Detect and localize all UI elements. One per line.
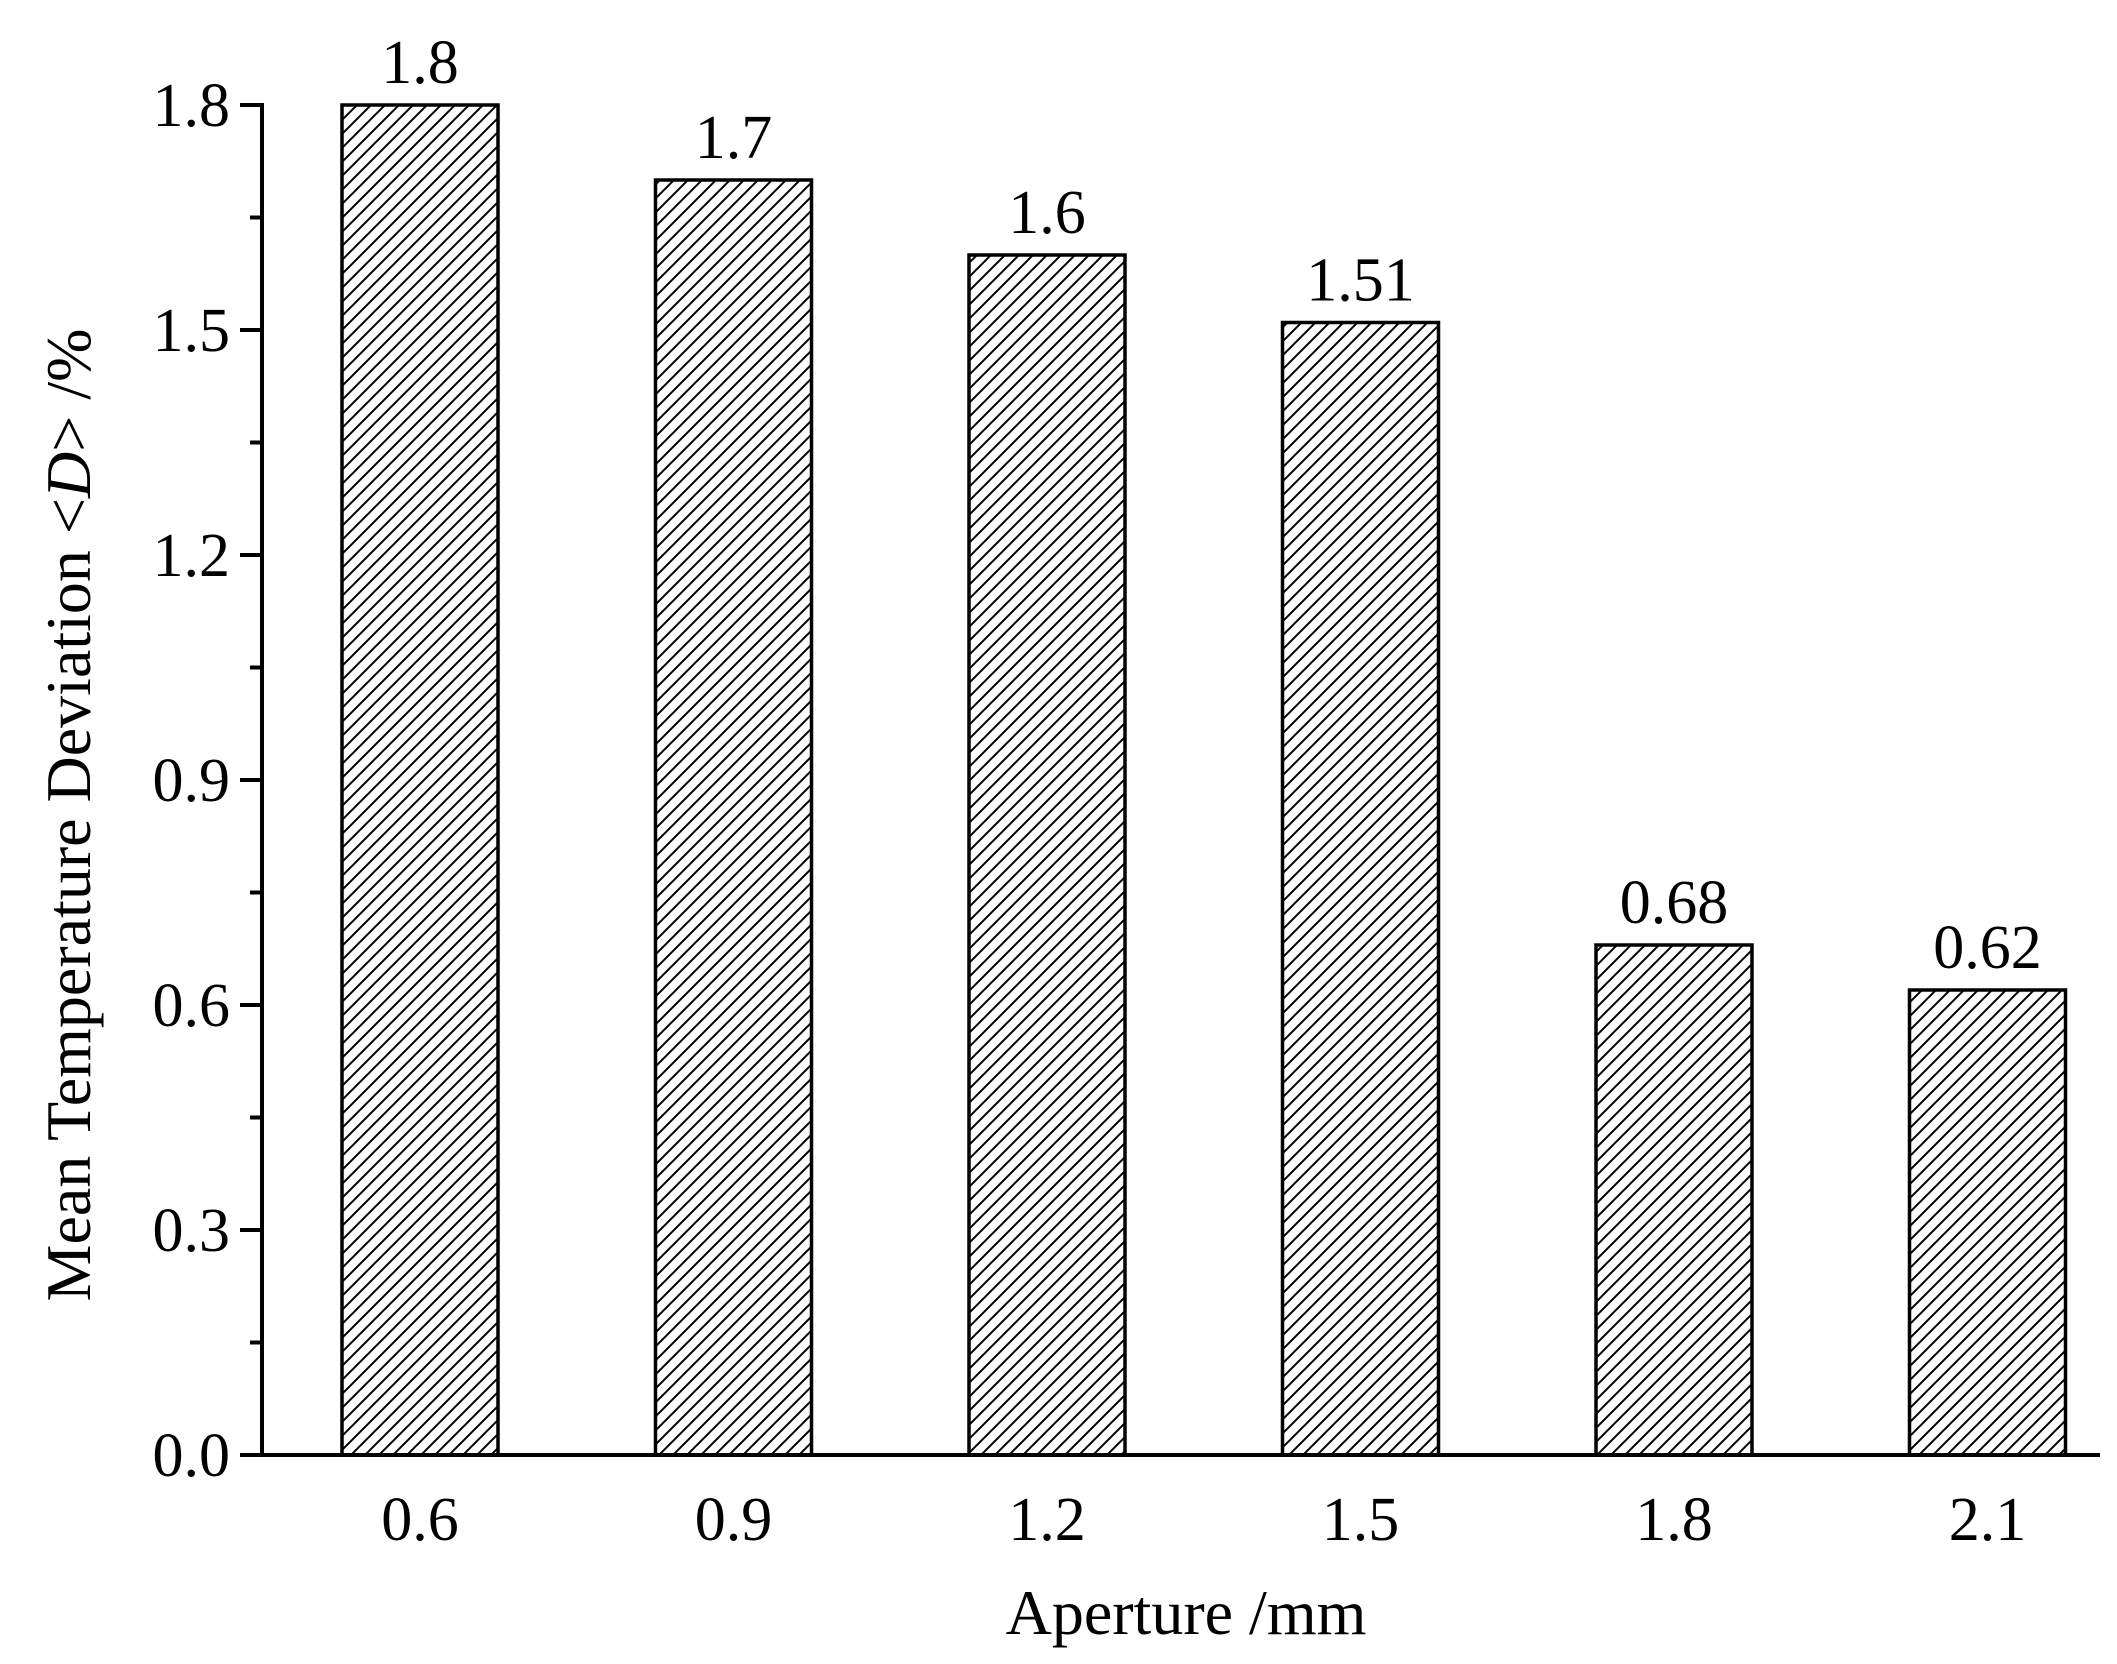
data-label-2.1: 0.62 [1933, 914, 2042, 982]
x-tick-label-0.6: 0.6 [381, 1486, 459, 1554]
data-label-1.2: 1.6 [1008, 179, 1086, 247]
y-axis-title-prefix: Mean Temperature Deviation < [33, 498, 104, 1301]
x-axis-title: Aperture /mm [1006, 1577, 1367, 1648]
x-tick-label-1.8: 1.8 [1635, 1486, 1713, 1554]
y-axis-title-suffix: > /% [33, 329, 104, 452]
y-tick-label: 0.6 [153, 972, 231, 1040]
x-tick-label-1.2: 1.2 [1008, 1486, 1086, 1554]
bar-1.8 [1594, 943, 1754, 1457]
bar-1.2 [967, 253, 1127, 1457]
y-tick-label: 1.8 [153, 72, 231, 140]
y-tick-label: 0.9 [153, 747, 231, 815]
bar-1.5 [1280, 320, 1441, 1457]
data-labels-layer: 1.8 1.7 1.6 1.51 0.68 0.62 [381, 29, 2042, 982]
y-tick-label: 1.5 [153, 297, 231, 365]
x-tick-label-2.1: 2.1 [1949, 1486, 2027, 1554]
data-label-1.8: 0.68 [1620, 869, 1729, 937]
y-axis-title: Mean Temperature Deviation <D> /% [33, 329, 104, 1302]
y-tick-label: 0.3 [153, 1197, 231, 1265]
data-label-0.6: 1.8 [381, 29, 459, 97]
bars-layer [340, 103, 2068, 1457]
axes-layer: 0.0 0.3 0.6 0.9 1.2 1.5 1.8 0.6 0.9 1.2 1.5 1.8 2.1 [153, 72, 2100, 1554]
y-tick-label: 0.0 [153, 1422, 231, 1490]
y-axis-title-variable: D [33, 452, 104, 499]
bar-0.6 [340, 103, 500, 1457]
y-tick-label: 1.2 [153, 522, 231, 590]
x-tick-label-0.9: 0.9 [695, 1486, 773, 1554]
data-label-1.5: 1.51 [1306, 247, 1415, 315]
bar-0.9 [653, 178, 814, 1457]
data-label-0.9: 1.7 [695, 104, 773, 172]
x-tick-label-1.5: 1.5 [1322, 1486, 1400, 1554]
bar-2.1 [1907, 988, 2068, 1457]
